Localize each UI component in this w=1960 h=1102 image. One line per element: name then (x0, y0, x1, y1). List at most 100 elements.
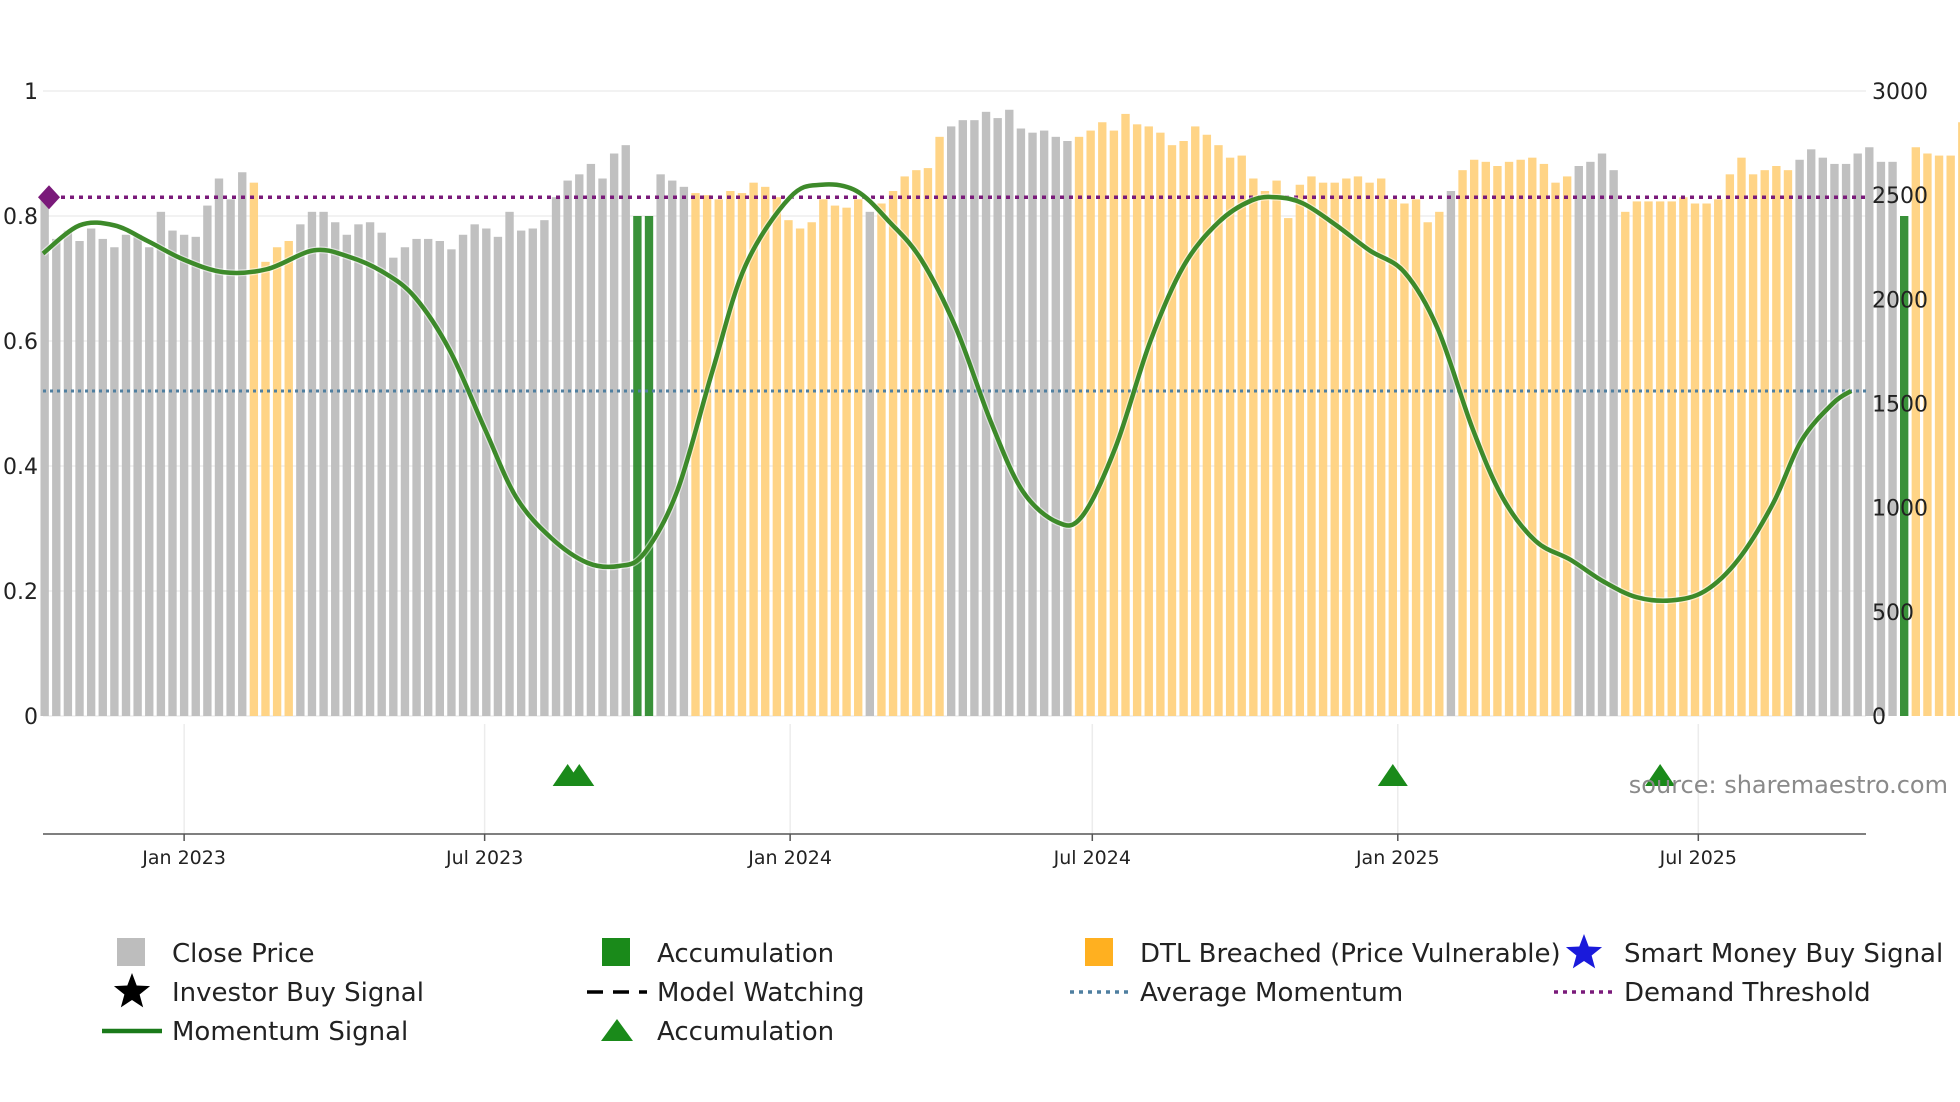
legend-square-symbol (1085, 938, 1113, 966)
dtl-breached-bar (261, 261, 270, 716)
close-price-bar (133, 234, 142, 716)
dtl-breached-bar (1493, 166, 1502, 716)
legend-label: DTL Breached (Price Vulnerable) (1140, 939, 1561, 969)
dtl-breached-bar (1562, 176, 1572, 716)
close-price-bar (342, 234, 352, 716)
dtl-breached-bar (737, 193, 747, 717)
close-price-bar (1039, 130, 1049, 717)
close-price-bar (296, 224, 305, 717)
dtl-breached-bar (761, 186, 770, 717)
dtl-breached-bar (1737, 157, 1746, 716)
close-price-bar (540, 220, 549, 716)
dtl-breached-bar (772, 197, 782, 716)
close-price-bar (946, 126, 956, 716)
close-price-bar (1028, 132, 1037, 716)
left-tick-label: 0 (24, 705, 38, 730)
x-tick-label: Jul 2023 (445, 847, 523, 869)
dtl-breached-bar (1748, 174, 1758, 717)
close-price-bar (970, 120, 979, 716)
left-tick-label: 0.6 (3, 330, 38, 355)
dtl-breached-bar (1179, 141, 1188, 716)
close-price-bar (609, 153, 619, 716)
dtl-breached-bar (1377, 178, 1386, 716)
dtl-breached-bar (1551, 182, 1560, 716)
close-price-bar (354, 224, 363, 717)
close-price-bar (435, 241, 444, 716)
momentum-signal-line (41, 182, 1853, 604)
left-tick-label: 1 (24, 80, 38, 105)
dtl-breached-bar (842, 207, 851, 716)
dtl-breached-bar (1528, 157, 1537, 716)
dtl-breached-bar (1690, 203, 1700, 716)
close-price-bar (1005, 109, 1014, 716)
dtl-breached-bar (702, 195, 712, 716)
close-price-bar (40, 197, 49, 716)
legend-label: Smart Money Buy Signal (1624, 939, 1943, 969)
close-price-bar (226, 199, 235, 717)
right-tick-label: 500 (1872, 601, 1914, 626)
dtl-breached-bar (1783, 170, 1793, 716)
dtl-breached-bar (1667, 201, 1676, 716)
signal-lines (38, 180, 1866, 605)
dtl-breached-bar (1702, 203, 1711, 716)
close-price-bar (482, 228, 491, 716)
close-price-bar (621, 145, 630, 716)
close-price-bar (214, 178, 224, 716)
close-price-bar (1818, 157, 1828, 716)
legend-label: Average Momentum (1140, 978, 1403, 1008)
dtl-breached-bar (1911, 147, 1920, 716)
dtl-breached-bar (272, 247, 282, 716)
close-price-bar (1051, 136, 1060, 717)
left-tick-label: 0.4 (3, 455, 38, 480)
dtl-breached-bar (1307, 176, 1316, 716)
dtl-breached-bar (1353, 176, 1363, 716)
dtl-breached-bar (877, 203, 886, 716)
dtl-breached-bar (1330, 182, 1339, 716)
legend-label: Accumulation (657, 1017, 834, 1047)
dtl-breached-bar (1249, 178, 1258, 716)
dtl-breached-bar (923, 168, 933, 717)
legend-triangle-symbol (601, 1019, 633, 1041)
x-tick-label: Jan 2025 (1355, 847, 1440, 869)
close-price-bar (1841, 163, 1851, 716)
accumulation-triangle (1645, 764, 1676, 786)
dtl-breached-bar (1714, 199, 1723, 717)
close-price-bar (493, 236, 503, 717)
close-price-bar (75, 241, 84, 716)
dtl-breached-bar (1202, 134, 1212, 716)
close-price-bar (377, 232, 386, 716)
close-price-bar (1446, 191, 1456, 716)
close-price-bar (168, 230, 177, 717)
dtl-breached-bar (1539, 163, 1549, 716)
close-price-bar (1876, 161, 1886, 717)
demand-start-marker (38, 185, 60, 210)
legend-square-symbol (602, 938, 630, 966)
close-price-bar (586, 163, 596, 716)
dtl-breached-bar (1284, 218, 1293, 717)
dtl-breached-bar (1934, 155, 1944, 717)
x-tick-label: Jul 2025 (1659, 847, 1737, 869)
dtl-breached-bar (1318, 182, 1328, 716)
close-price-bar (110, 247, 119, 716)
x-tick-label: Jul 2024 (1053, 847, 1131, 869)
dtl-breached-bar (1516, 159, 1525, 716)
close-price-bar (238, 172, 247, 716)
dtl-breached-bar (1167, 145, 1177, 716)
dtl-breached-bar (1923, 153, 1932, 716)
dtl-breached-bar (1388, 199, 1398, 717)
close-price-bar (52, 238, 61, 716)
dtl-breached-bar (249, 182, 259, 716)
dtl-breached-bar (726, 191, 735, 716)
right-tick-label: 1000 (1872, 497, 1928, 522)
dtl-breached-bar (1132, 124, 1142, 717)
dtl-breached-bar (1725, 174, 1735, 717)
close-price-bar (598, 178, 607, 716)
close-price-bar (331, 222, 340, 716)
legend-star-symbol (113, 973, 151, 1008)
close-price-bar (389, 257, 398, 716)
close-price-bar (993, 118, 1002, 717)
dtl-breached-bar (1435, 211, 1444, 717)
dtl-breached-bar (1214, 145, 1223, 716)
dtl-breached-bar (1411, 199, 1421, 717)
